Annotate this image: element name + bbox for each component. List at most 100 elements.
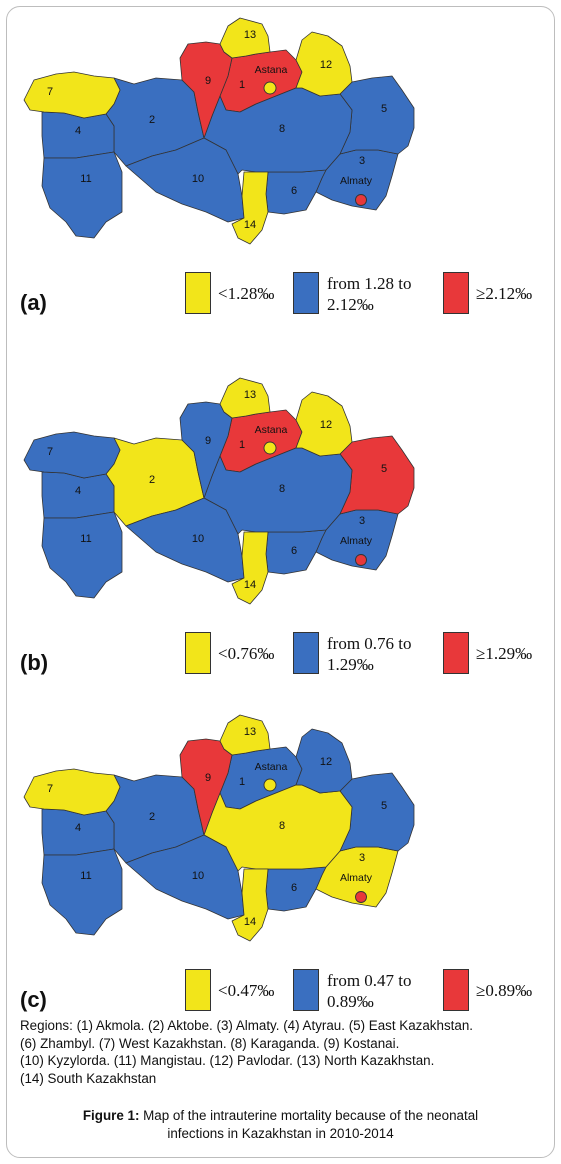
legend-mid-label-line: 0.89‰ — [327, 992, 374, 1011]
regions-note: Regions: (1) Akmola. (2) Aktobe. (3) Alm… — [20, 1017, 545, 1087]
region-number-7: 7 — [47, 783, 53, 795]
region-number-1: 1 — [239, 776, 245, 788]
region-number-9: 9 — [205, 75, 211, 87]
map-panel-2: 1 2 3 4 5 6 7 8 9 10 11 12 13 14 Astana Almaty (b) <0.76‰… — [6, 360, 555, 705]
region-9 — [179, 401, 233, 499]
regions-note-line-3: (10) Kyzylorda. (11) Mangistau. (12) Pav… — [20, 1053, 435, 1068]
region-number-12: 12 — [320, 756, 332, 768]
regions-note-line-4: (14) South Kazakhstan — [20, 1070, 157, 1086]
legend-mid-swatch — [293, 969, 319, 1011]
legend-low-label: <1.28‰ — [218, 283, 274, 304]
city-label-astana: Astana — [255, 424, 288, 436]
panel-label: (b) — [20, 650, 49, 675]
figure-caption: Figure 1: Map of the intrauterine mortal… — [0, 1107, 561, 1142]
region-number-4: 4 — [75, 485, 81, 497]
region-number-5: 5 — [381, 800, 387, 812]
region-7 — [23, 431, 121, 479]
city-label-astana: Astana — [255, 761, 288, 773]
panel-label: (a) — [20, 290, 47, 315]
city-label-almaty: Almaty — [340, 175, 373, 187]
legend-low-label-line: <0.76‰ — [218, 644, 275, 663]
caption-label: Figure 1: — [82, 1108, 140, 1123]
figure-frame — [6, 6, 555, 1158]
region-11 — [41, 151, 123, 239]
legend-mid-label: from 1.28 to 2.12‰ — [327, 273, 412, 315]
region-9 — [179, 738, 233, 836]
region-12 — [295, 31, 353, 97]
region-number-14: 14 — [244, 579, 256, 591]
legend-low-label: <0.76‰ — [218, 643, 274, 664]
caption-line-2: infections in Kazakhstan in 2010-2014 — [167, 1125, 394, 1141]
region-8 — [203, 87, 353, 175]
region-8 — [203, 784, 353, 872]
caption-text-1: Map of the intrauterine mortality becaus… — [139, 1108, 479, 1123]
legend-high-label: ≥0.89‰ — [476, 980, 532, 1001]
legend-mid-label: from 0.47 to 0.89‰ — [327, 970, 412, 1012]
legend-mid-label-line: 2.12‰ — [327, 295, 374, 314]
legend-low-label-line: <0.47‰ — [218, 981, 275, 1000]
city-marker-astana — [263, 778, 277, 792]
region-number-1: 1 — [239, 79, 245, 91]
region-number-7: 7 — [47, 446, 53, 458]
legend-high-label: ≥1.29‰ — [476, 643, 532, 664]
legend-high-swatch — [443, 272, 469, 314]
legend-mid-label-line: from 0.76 to — [327, 634, 412, 653]
region-number-7: 7 — [47, 86, 53, 98]
legend-mid-label-line: 1.29‰ — [327, 655, 374, 674]
region-number-5: 5 — [381, 103, 387, 115]
region-number-3: 3 — [359, 852, 365, 864]
city-label-almaty: Almaty — [340, 535, 373, 547]
region-7 — [23, 768, 121, 816]
region-number-1: 1 — [239, 439, 245, 451]
region-number-4: 4 — [75, 822, 81, 834]
region-11 — [41, 848, 123, 936]
region-8 — [203, 447, 353, 535]
legend-mid-label: from 0.76 to 1.29‰ — [327, 633, 412, 675]
region-number-3: 3 — [359, 515, 365, 527]
region-number-4: 4 — [75, 125, 81, 137]
legend-high-label-line: ≥1.29‰ — [476, 644, 533, 663]
region-7 — [23, 71, 121, 119]
panel-label: (c) — [20, 987, 47, 1012]
legend-low-swatch — [185, 632, 211, 674]
legend-mid-label-line: from 1.28 to — [327, 274, 412, 293]
region-number-6: 6 — [291, 545, 297, 557]
region-13 — [219, 714, 271, 756]
region-number-14: 14 — [244, 219, 256, 231]
legend-high-label: ≥2.12‰ — [476, 283, 532, 304]
region-number-11: 11 — [80, 870, 91, 882]
caption-line-1: Figure 1: Map of the intrauterine mortal… — [0, 1107, 561, 1125]
city-marker-astana — [263, 441, 277, 455]
region-number-2: 2 — [149, 114, 155, 126]
region-number-13: 13 — [244, 389, 256, 401]
region-number-3: 3 — [359, 155, 365, 167]
legend-low-label: <0.47‰ — [218, 980, 274, 1001]
region-12 — [295, 728, 353, 794]
city-marker-almaty — [355, 194, 367, 206]
region-14 — [231, 868, 269, 942]
map-panel-3: 1 2 3 4 5 6 7 8 9 10 11 12 13 14 Astana Almaty (c) <0.47‰… — [6, 697, 555, 1042]
region-number-6: 6 — [291, 882, 297, 894]
legend-mid-swatch — [293, 632, 319, 674]
region-13 — [219, 377, 271, 419]
region-number-9: 9 — [205, 772, 211, 784]
region-number-13: 13 — [244, 726, 256, 738]
region-number-11: 11 — [80, 533, 91, 545]
region-number-9: 9 — [205, 435, 211, 447]
legend-low-swatch — [185, 272, 211, 314]
region-12 — [295, 391, 353, 457]
regions-note-line-1: Regions: (1) Akmola. (2) Aktobe. (3) Alm… — [20, 1018, 473, 1033]
city-marker-astana — [263, 81, 277, 95]
region-14 — [231, 171, 269, 245]
region-number-8: 8 — [279, 123, 285, 135]
region-14 — [231, 531, 269, 605]
legend-low-label-line: <1.28‰ — [218, 284, 275, 303]
regions-note-line-2: (6) Zhambyl. (7) West Kazakhstan. (8) Ka… — [20, 1035, 400, 1051]
region-number-12: 12 — [320, 59, 332, 71]
region-number-10: 10 — [192, 173, 204, 185]
legend-low-swatch — [185, 969, 211, 1011]
region-11 — [41, 511, 123, 599]
legend-high-label-line: ≥0.89‰ — [476, 981, 533, 1000]
